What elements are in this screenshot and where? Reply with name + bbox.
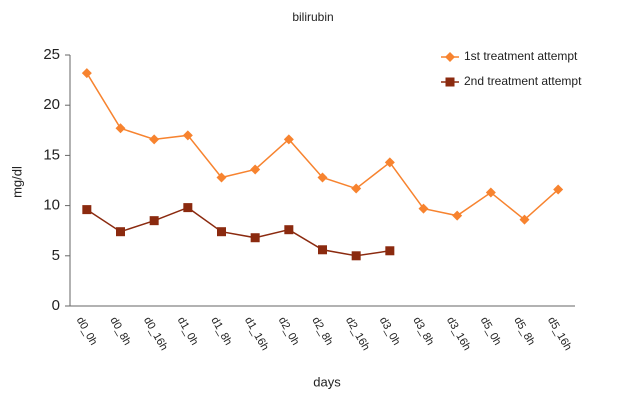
marker — [216, 172, 227, 183]
x-tick-label: d0_8h — [107, 315, 133, 347]
y-tick-label: 0 — [52, 297, 60, 314]
marker — [182, 130, 193, 141]
y-tick-label: 15 — [43, 146, 60, 163]
marker — [116, 227, 125, 237]
marker — [250, 164, 261, 175]
marker — [384, 157, 395, 168]
chart-title: bilirubin — [292, 10, 333, 24]
marker — [553, 184, 564, 195]
marker — [351, 251, 361, 261]
legend-label: 1st treatment attempt — [464, 49, 578, 63]
x-tick-label: d1_0h — [175, 315, 201, 347]
y-tick-label: 25 — [43, 46, 60, 63]
y-tick-label: 20 — [43, 96, 60, 113]
x-tick-label: d0_16h — [141, 315, 170, 353]
marker — [485, 187, 496, 198]
legend-label: 2nd treatment attempt — [464, 74, 582, 88]
x-tick-label: d5_0h — [478, 315, 504, 347]
series-line — [86, 206, 390, 257]
marker — [183, 203, 193, 213]
x-tick-label: d1_16h — [242, 315, 271, 353]
legend-marker — [445, 77, 455, 87]
marker — [81, 68, 92, 79]
x-tick-label: d3_0h — [377, 315, 403, 347]
marker — [519, 214, 530, 225]
x-tick-label: d2_8h — [309, 315, 335, 347]
x-tick-label: d3_16h — [444, 315, 473, 353]
y-tick-label: 5 — [52, 247, 60, 264]
x-tick-label: d1_8h — [208, 315, 234, 347]
x-axis-label: days — [313, 374, 341, 389]
x-tick-label: d0_0h — [74, 315, 100, 347]
marker — [284, 225, 294, 235]
marker — [318, 245, 327, 255]
marker — [418, 203, 429, 214]
marker — [149, 134, 160, 145]
x-tick-label: d2_0h — [276, 315, 302, 347]
marker — [452, 210, 463, 221]
x-tick-label: d2_16h — [343, 315, 372, 353]
x-tick-label: d5_16h — [545, 315, 574, 353]
legend-marker — [445, 52, 455, 62]
y-axis-label: mg/dl — [9, 166, 24, 198]
marker — [351, 183, 362, 194]
marker — [115, 123, 126, 134]
marker — [149, 216, 159, 226]
marker — [283, 134, 294, 145]
x-tick-label: d5_8h — [511, 315, 537, 347]
y-tick-label: 10 — [43, 197, 60, 214]
marker — [385, 246, 395, 256]
x-tick-label: d3_8h — [410, 315, 436, 347]
series-line — [86, 72, 559, 221]
marker — [250, 233, 260, 243]
marker — [317, 172, 328, 183]
marker — [217, 227, 226, 237]
marker — [82, 205, 92, 215]
